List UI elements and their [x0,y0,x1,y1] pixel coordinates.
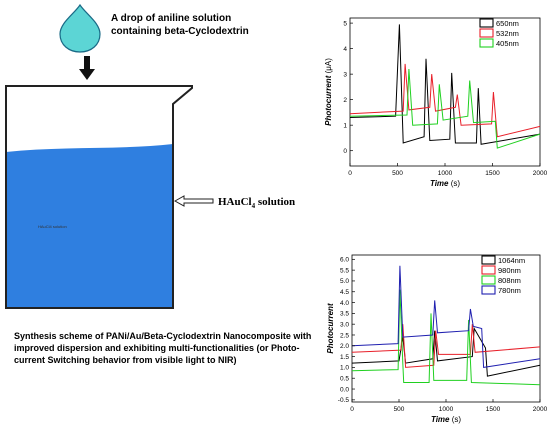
x-axis-label: Time (s) [430,179,460,188]
beaker-inner-label: HAuCl4 solution [38,224,67,229]
y-tick-label: 0 [343,148,347,155]
photocurrent-chart-nir: 0 500 1000 1500 2000 -0.5 0.0 0.5 1.0 1.5 2.0 2.5 3.… [326,254,547,424]
x-axis-label-unit: (s) [449,415,461,424]
y-tick-label: 4.0 [340,300,349,307]
y-tick-label: 1.5 [340,354,349,361]
y-axis-label: Photocurrent (μA) [324,58,333,126]
legend-swatch [481,265,496,275]
drop-icon [59,3,101,53]
y-tick-label: 1 [343,122,347,129]
legend-swatch [481,285,496,295]
legend-swatch [481,275,496,285]
y-tick-label: 2.5 [340,332,349,339]
drop-label-line1: A drop of aniline solution [111,13,231,24]
legend-swatch [479,18,494,28]
y-tick-label: 2.0 [340,343,349,350]
y-axis-label-main: Photocurrent [324,75,333,126]
legend-label: 405nm [496,39,519,48]
legend-label: 980nm [498,266,521,275]
legend-swatch [479,38,494,48]
plot-frame [349,17,541,167]
legend-label: 780nm [498,286,521,295]
y-tick-label: 4.5 [340,289,349,296]
y-tick-label: 0.0 [340,386,349,393]
beaker-liquid [6,144,173,308]
y-tick-label: 3.0 [340,321,349,328]
y-axis-label: Photocurrent [326,303,335,354]
x-tick-label: 1500 [485,170,500,177]
photocurrent-chart-visible: 0 500 1000 1500 2000 0 1 2 3 4 5 Time (s) Photocurre… [324,17,547,188]
x-axis-label-unit: (s) [448,179,460,188]
x-axis-label: Time (s) [431,415,461,424]
down-arrow-icon [79,56,95,80]
y-tick-label: 3 [343,71,347,78]
x-tick-label: 0 [348,170,352,177]
legend-swatch [479,28,494,38]
y-tick-label: 4 [343,46,347,53]
y-axis-label-unit: (μA) [324,58,333,76]
x-tick-label: 2000 [533,170,547,177]
x-tick-label: 1000 [438,170,453,177]
y-tick-label: 3.5 [340,311,349,318]
y-tick-label: 1.0 [340,365,349,372]
y-tick-label: 0.5 [340,376,349,383]
series-line-780nm [351,265,541,368]
series-line-532nm [349,63,541,138]
legend-label: 808nm [498,276,521,285]
legend-label: 532nm [496,29,519,38]
series-line-650nm [349,24,541,145]
x-tick-label: 1500 [486,406,501,413]
x-tick-label: 1000 [439,406,454,413]
series-line-405nm [349,68,541,149]
beaker-outline [5,85,193,309]
caption: Synthesis scheme of PANi/Au/Beta-Cyclode… [14,331,312,365]
x-tick-label: 500 [392,170,403,177]
y-tick-label: 5.0 [340,278,349,285]
x-axis-label-main: Time [430,179,449,188]
x-axis-label-main: Time [431,415,450,424]
y-axis-label-main: Photocurrent [326,303,335,354]
y-tick-label: 5.5 [340,267,349,274]
solution-label: HAuCl4 solution [218,196,295,210]
x-tick-label: 0 [350,406,354,413]
legend-label: 1064nm [498,256,525,265]
plot-frame [351,254,541,403]
legend-label: 650nm [496,19,519,28]
y-tick-label: 5 [343,20,347,27]
y-tick-label: -0.5 [338,397,350,404]
legend-swatch [481,255,496,265]
x-tick-label: 2000 [533,406,547,413]
y-tick-label: 2 [343,97,347,104]
x-tick-label: 500 [394,406,405,413]
y-tick-label: 6.0 [340,257,349,264]
left-arrow-icon [173,195,214,207]
drop-label-line2: containing beta-Cyclodextrin [111,26,249,37]
